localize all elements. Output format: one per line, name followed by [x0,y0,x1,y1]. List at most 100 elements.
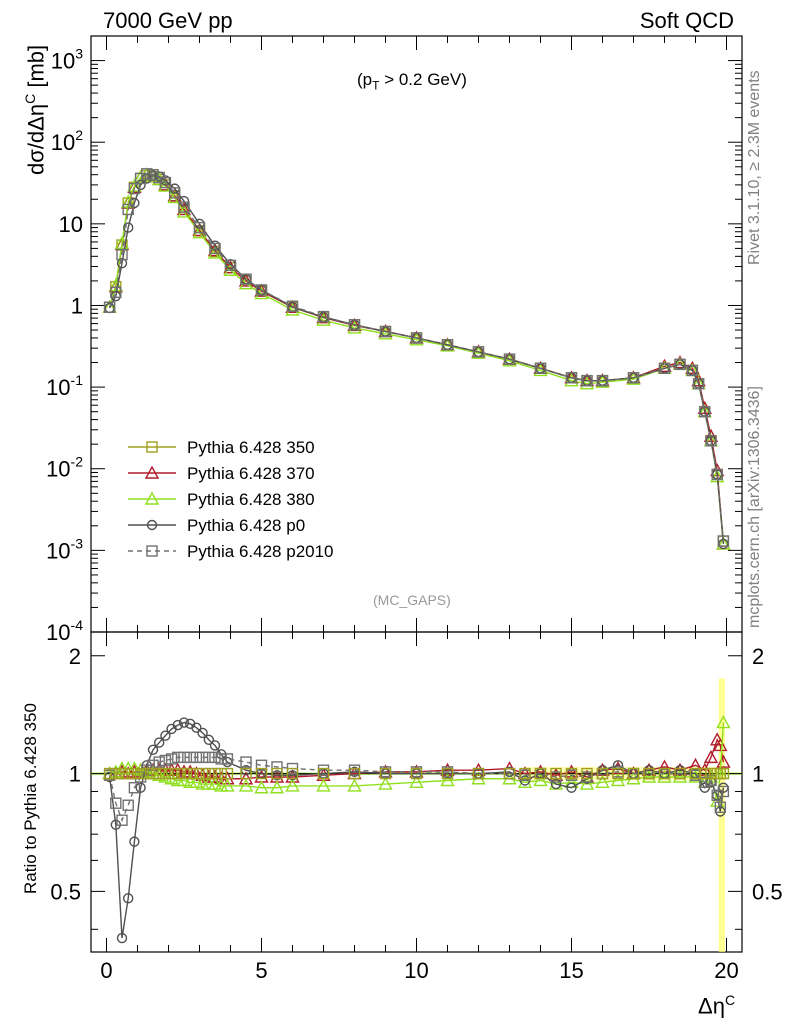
marker-triangle [641,769,657,783]
marker-square [699,405,711,418]
marker-circle [129,836,140,847]
marker-triangle [127,178,142,192]
ratio-line-p0 [108,721,725,939]
marker-circle [116,257,128,269]
marker-circle [122,893,134,904]
marker-triangle [657,358,672,372]
ratio-y-tick-label: 1 [752,762,764,787]
series-line-p2010 [108,173,725,542]
marker-triangle [269,780,285,794]
y-tick-label: 10 [59,212,83,237]
x-tick-label: 0 [100,958,112,983]
marker-square [196,767,209,780]
marker-square [153,756,165,768]
marker-triangle [133,762,148,776]
main-y-axis-label: dσ/dΔηC [mb] [22,44,49,175]
main-axis-ticks: 10-4 10-3 10-2 10-1 1 10 102 103 [46,35,742,645]
x-tick-label: 5 [255,958,267,983]
marker-square [215,753,227,765]
marker-square [534,767,547,780]
marker-square [674,767,686,780]
marker-square [503,767,516,780]
marker-square [705,435,717,447]
header-right-title: Soft QCD [639,8,734,33]
marker-triangle [144,465,160,479]
marker-triangle [238,778,254,792]
y-tick-label: 10-3 [46,535,83,563]
marker-square [209,751,221,764]
marker-triangle [108,278,123,292]
marker-square [147,767,159,780]
marker-square [172,767,184,780]
marker-triangle [579,376,595,390]
marker-square [147,168,159,181]
marker-square [178,751,190,764]
marker-square [255,759,268,771]
marker-square [159,754,172,767]
x-tick-label: 20 [714,958,738,983]
marker-triangle [378,326,393,340]
marker-square [565,767,578,780]
marker-square [699,776,711,788]
marker-circle [147,744,159,756]
marker-triangle [713,737,728,752]
marker-square [705,767,717,780]
marker-square [122,799,134,811]
marker-square [674,358,686,371]
marker-circle [191,722,202,733]
marker-square [711,789,723,801]
marker-square [196,751,209,764]
marker-square [581,374,593,387]
marker-square [317,310,330,323]
marker-square [441,767,454,780]
marker-triangle [716,715,731,729]
marker-triangle [285,778,300,792]
marker-triangle [207,776,223,790]
marker-square [717,535,730,547]
marker-square [705,774,717,787]
marker-triangle [685,360,700,374]
marker-square [271,761,283,773]
marker-triangle [207,245,223,259]
marker-square [190,751,203,764]
ratio-y-axis-label: Ratio to Pythia 6.428 350 [21,703,40,894]
marker-triangle [378,776,393,790]
marker-triangle [152,767,167,781]
marker-circle [612,760,624,771]
marker-square [178,201,190,213]
marker-square [240,273,252,285]
marker-square [317,767,330,780]
marker-square [565,372,578,384]
marker-triangle [672,355,688,369]
marker-square [128,782,141,794]
marker-square [581,767,593,780]
marker-triangle [409,774,424,788]
marker-square [184,767,196,780]
marker-square [134,767,147,780]
marker-triangle [564,373,579,387]
marker-triangle [254,780,269,794]
marker-square [714,801,726,813]
marker-triangle [672,769,688,783]
marker-circle [146,519,158,531]
y-tick-label: 1 [71,293,83,318]
ratio-series-group [102,715,731,944]
marker-square [116,248,128,261]
marker-square [147,759,159,771]
marker-square [122,767,134,780]
pt-cut-annotation: (pT > 0.2 GeV) [357,70,467,93]
marker-triangle [167,188,182,202]
marker-square [612,767,624,780]
marker-square [221,767,234,780]
marker-square [103,301,116,313]
legend: Pythia 6.428 350 Pythia 6.428 370 Pythia 6… [128,438,334,561]
marker-square [116,814,128,826]
marker-square [410,767,423,780]
y-tick-label: 103 [51,46,83,74]
marker-triangle [144,491,160,505]
marker-square [110,767,122,780]
mcplots-label: mcplots.cern.ch [arXiv:1306.3436] [746,386,763,628]
rivet-label: Rivet 3.1.10, ≥ 2.3M events [746,70,763,265]
marker-square [178,767,190,780]
